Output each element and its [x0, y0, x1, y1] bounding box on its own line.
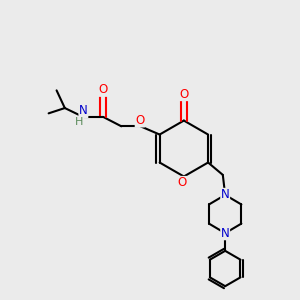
Text: H: H — [75, 117, 83, 127]
Text: N: N — [79, 104, 88, 118]
Text: O: O — [98, 83, 108, 96]
Text: O: O — [178, 176, 187, 190]
Text: N: N — [221, 227, 230, 240]
Text: O: O — [135, 114, 145, 127]
Text: N: N — [221, 188, 230, 201]
Text: O: O — [179, 88, 188, 100]
